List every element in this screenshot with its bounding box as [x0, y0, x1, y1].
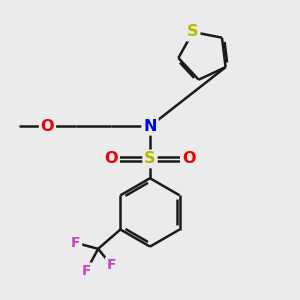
Text: O: O: [182, 152, 195, 166]
Text: O: O: [41, 119, 54, 134]
Text: N: N: [143, 119, 157, 134]
Text: F: F: [82, 264, 91, 278]
Text: S: S: [187, 25, 199, 40]
Text: F: F: [71, 236, 81, 250]
Text: S: S: [144, 152, 156, 166]
Text: F: F: [107, 258, 116, 272]
Text: O: O: [105, 152, 118, 166]
